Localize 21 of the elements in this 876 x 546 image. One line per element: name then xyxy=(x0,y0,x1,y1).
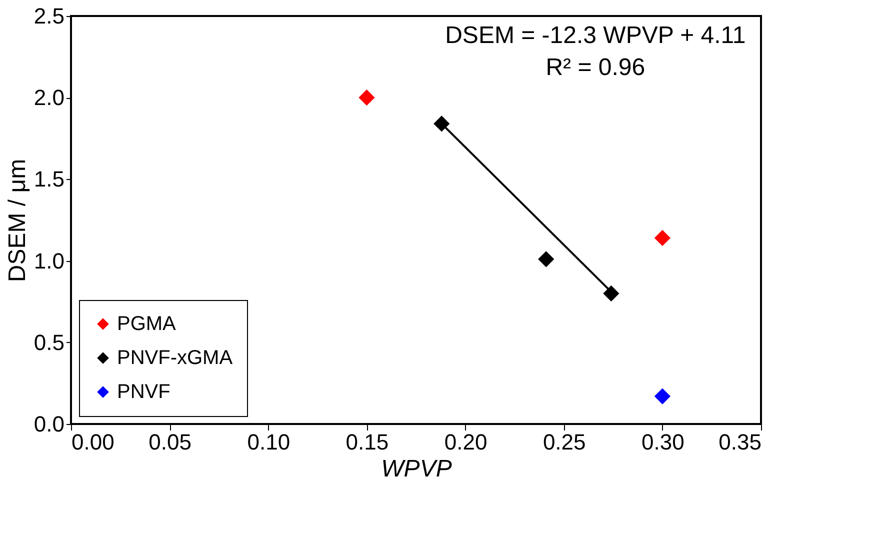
legend-label: PNVF-xGMA xyxy=(117,347,234,369)
y-tick-label: 0.5 xyxy=(34,330,64,355)
y-tick-label: 2.0 xyxy=(34,85,64,110)
legend-label: PNVF xyxy=(117,381,170,403)
x-tick-label: 0.25 xyxy=(542,430,586,454)
x-tick-label: 0.00 xyxy=(72,430,114,454)
x-tick-label: 0.15 xyxy=(346,430,389,454)
y-tick-label: 1.5 xyxy=(34,166,64,192)
y-tick-label: 0.0 xyxy=(34,412,64,436)
x-tick-label: 0.30 xyxy=(642,430,684,454)
x-axis-title: WPVP xyxy=(381,456,452,482)
x-tick-label: 0.35 xyxy=(718,430,762,454)
x-tick-label: 0.05 xyxy=(148,430,192,454)
legend-label: PGMA xyxy=(117,313,177,335)
annotation: DSEM = -12.3 WPVP + 4.11 xyxy=(445,22,746,49)
annotation: R² = 0.96 xyxy=(546,54,646,81)
y-axis-title: DSEM / μm xyxy=(4,158,31,282)
y-tick-label: 2.5 xyxy=(34,4,64,28)
x-tick-label: 0.20 xyxy=(444,430,488,454)
x-tick-label: 0.10 xyxy=(247,430,290,454)
y-tick-label: 1.0 xyxy=(34,248,64,274)
